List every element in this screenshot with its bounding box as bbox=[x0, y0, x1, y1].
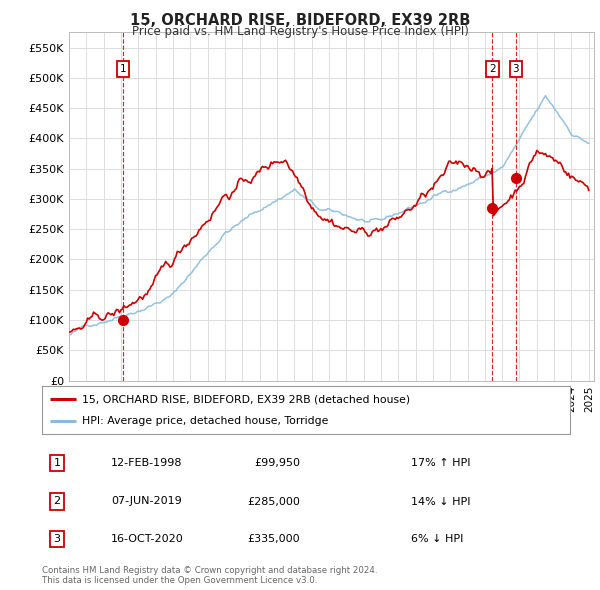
Text: 1: 1 bbox=[120, 64, 127, 74]
Text: 16-OCT-2020: 16-OCT-2020 bbox=[111, 535, 184, 544]
Text: HPI: Average price, detached house, Torridge: HPI: Average price, detached house, Torr… bbox=[82, 416, 328, 426]
Text: 1: 1 bbox=[53, 458, 61, 468]
Text: £335,000: £335,000 bbox=[247, 535, 300, 544]
Text: 3: 3 bbox=[53, 535, 61, 544]
Text: 15, ORCHARD RISE, BIDEFORD, EX39 2RB: 15, ORCHARD RISE, BIDEFORD, EX39 2RB bbox=[130, 13, 470, 28]
Text: 2: 2 bbox=[53, 497, 61, 506]
Text: 15, ORCHARD RISE, BIDEFORD, EX39 2RB (detached house): 15, ORCHARD RISE, BIDEFORD, EX39 2RB (de… bbox=[82, 394, 410, 404]
Text: 14% ↓ HPI: 14% ↓ HPI bbox=[411, 497, 470, 506]
Text: £285,000: £285,000 bbox=[247, 497, 300, 506]
Text: £99,950: £99,950 bbox=[254, 458, 300, 468]
Text: 07-JUN-2019: 07-JUN-2019 bbox=[111, 497, 182, 506]
Text: 17% ↑ HPI: 17% ↑ HPI bbox=[411, 458, 470, 468]
Text: Price paid vs. HM Land Registry's House Price Index (HPI): Price paid vs. HM Land Registry's House … bbox=[131, 25, 469, 38]
Text: 2: 2 bbox=[489, 64, 496, 74]
Text: 6% ↓ HPI: 6% ↓ HPI bbox=[411, 535, 463, 544]
Text: 3: 3 bbox=[512, 64, 519, 74]
Text: 12-FEB-1998: 12-FEB-1998 bbox=[111, 458, 182, 468]
Text: Contains HM Land Registry data © Crown copyright and database right 2024.
This d: Contains HM Land Registry data © Crown c… bbox=[42, 566, 377, 585]
